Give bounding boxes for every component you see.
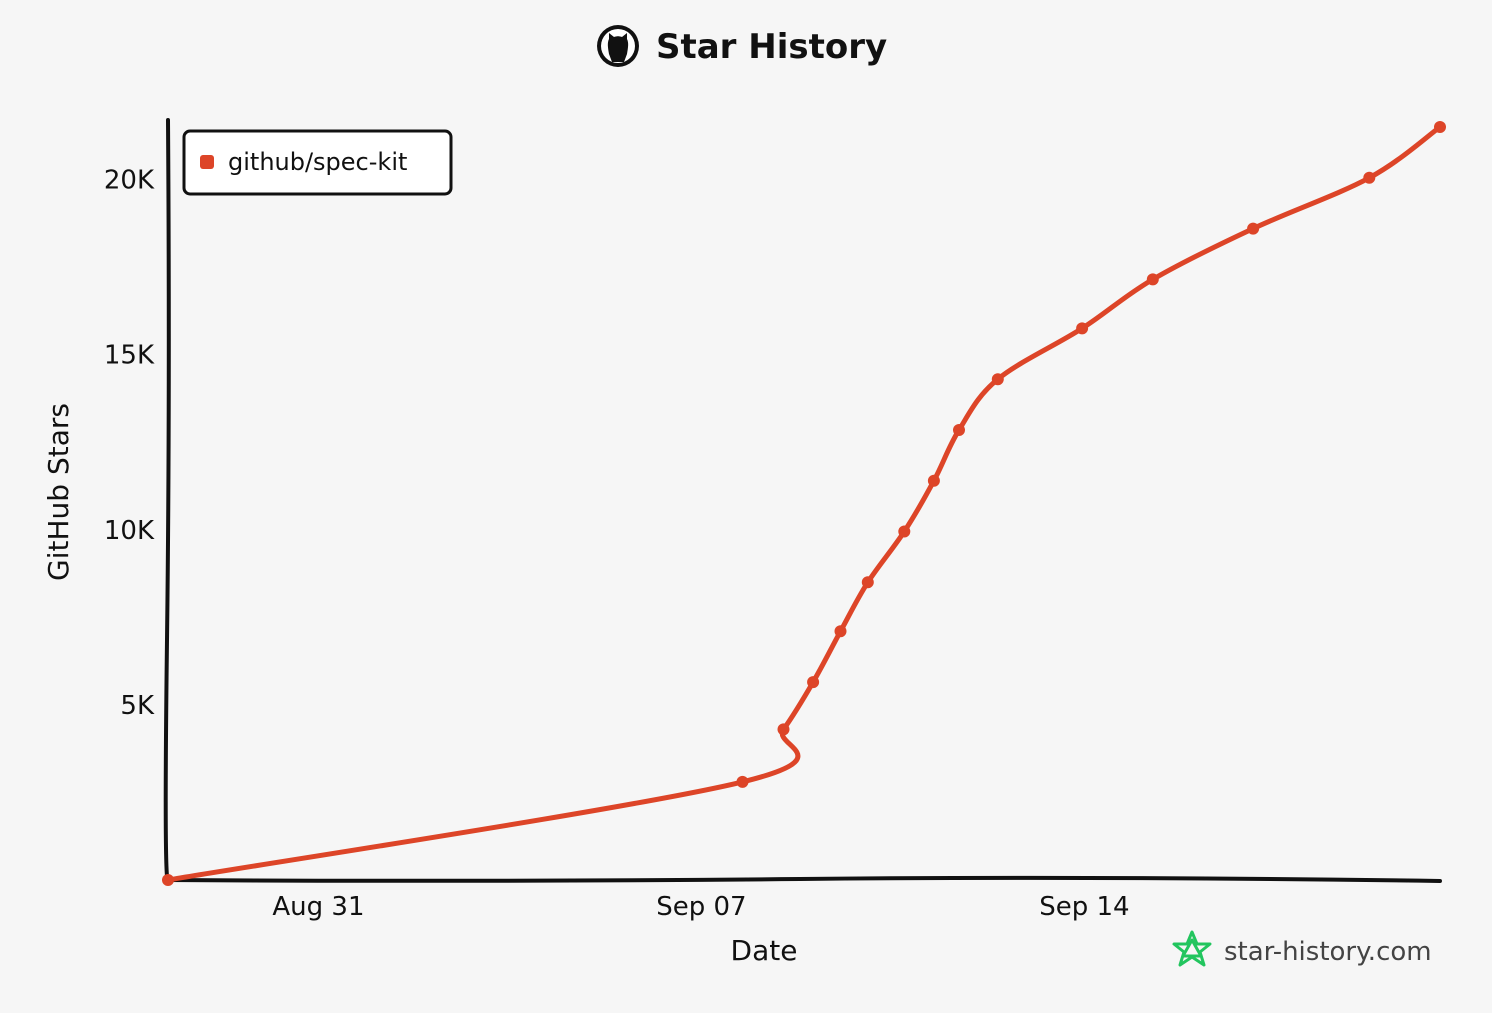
data-point	[777, 723, 790, 736]
axes	[163, 118, 1442, 884]
series-line	[165, 124, 1443, 883]
data-point	[1076, 322, 1089, 335]
series-github-spec-kit	[162, 121, 1446, 886]
legend: github/spec-kit	[182, 129, 453, 196]
y-axis-line	[163, 118, 171, 884]
legend-label: github/spec-kit	[228, 148, 407, 176]
data-point	[834, 625, 847, 638]
data-point	[736, 775, 749, 788]
legend-swatch	[200, 155, 214, 169]
x-tick-label: Aug 31	[272, 892, 364, 922]
y-tick-label: 5K	[120, 691, 155, 721]
x-axis-line	[164, 875, 1442, 883]
data-point	[953, 424, 965, 436]
chart-title-text: Star History	[656, 27, 887, 67]
y-tick-label: 10K	[104, 516, 155, 546]
x-tick-label: Sep 14	[1039, 892, 1129, 922]
data-point	[898, 525, 911, 538]
data-point	[1434, 121, 1446, 133]
data-point	[1247, 222, 1260, 235]
data-point	[1363, 171, 1376, 184]
y-axis-label: GitHub Stars	[42, 403, 75, 581]
watermark: star-history.com	[1172, 930, 1432, 967]
legend-box	[182, 129, 453, 196]
github-octocat-icon	[597, 25, 639, 67]
x-tick-labels: Aug 31 Sep 07 Sep 14	[272, 892, 1129, 922]
x-axis-label: Date	[731, 934, 798, 967]
data-point	[927, 474, 940, 487]
data-point	[1146, 273, 1159, 286]
star-history-logo-icon	[1172, 930, 1212, 967]
watermark-text: star-history.com	[1224, 937, 1432, 967]
y-tick-label: 15K	[104, 341, 155, 371]
x-tick-label: Sep 07	[656, 892, 746, 922]
y-tick-labels: 5K 10K 15K 20K	[104, 166, 155, 721]
data-point	[861, 576, 874, 589]
data-point	[162, 874, 174, 886]
data-point	[991, 373, 1004, 386]
data-point	[807, 676, 820, 689]
chart-title: Star History	[597, 25, 887, 67]
y-tick-label: 20K	[104, 166, 155, 196]
